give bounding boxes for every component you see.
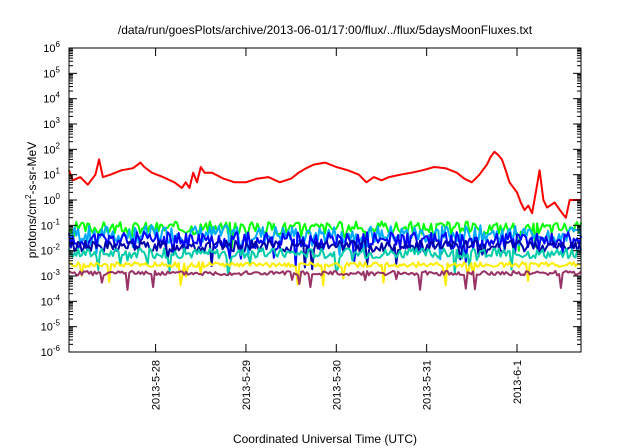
y-tick-label: 103 <box>43 116 60 131</box>
y-axis-title-main: protons/cm <box>25 199 39 258</box>
y-tick-label: 104 <box>43 91 60 106</box>
y-axis: 10-6 10-5 10-4 10-3 10-2 10-1 100 101 102 103 104 1… <box>41 40 581 359</box>
x-tick-label: 2013-5-28 <box>151 360 163 410</box>
chart-title: /data/run/goesPlots/archive/2013-06-01/1… <box>118 23 533 37</box>
y-tick-label: 105 <box>43 65 60 80</box>
y-tick-label: 102 <box>43 141 60 156</box>
y-tick-label: 10-1 <box>41 217 61 232</box>
series-line <box>68 239 582 271</box>
x-tick-label: 2013-6-1 <box>512 360 524 404</box>
series-line <box>68 150 581 219</box>
x-tick-label: 2013-5-31 <box>422 360 434 410</box>
y-tick-label: 10-2 <box>41 243 61 258</box>
series-line <box>68 247 582 276</box>
x-axis: 2013-5-28 2013-5-29 2013-5-30 2013-5-31 2013… <box>151 48 524 410</box>
x-tick-label: 2013-5-30 <box>331 360 343 410</box>
series-line <box>68 269 582 291</box>
y-tick-label: 101 <box>43 167 60 182</box>
x-tick-label: 2013-5-29 <box>241 360 253 410</box>
y-tick-label: 10-4 <box>41 293 61 308</box>
y-tick-label: 106 <box>43 40 60 55</box>
y-tick-label: 10-3 <box>41 268 61 283</box>
y-tick-label: 100 <box>43 192 60 207</box>
y-tick-label: 10-6 <box>41 344 61 359</box>
y-axis-title: protons/cm2-s-sr-MeV <box>24 142 39 258</box>
x-axis-title: Coordinated Universal Time (UTC) <box>233 432 417 446</box>
y-tick-label: 10-5 <box>41 319 61 334</box>
plot-frame <box>68 47 582 353</box>
series-line <box>68 261 582 287</box>
series-layer <box>68 150 582 291</box>
y-axis-title-sup: 2 <box>24 194 33 199</box>
y-axis-title-rest: -s-sr-MeV <box>25 142 39 195</box>
